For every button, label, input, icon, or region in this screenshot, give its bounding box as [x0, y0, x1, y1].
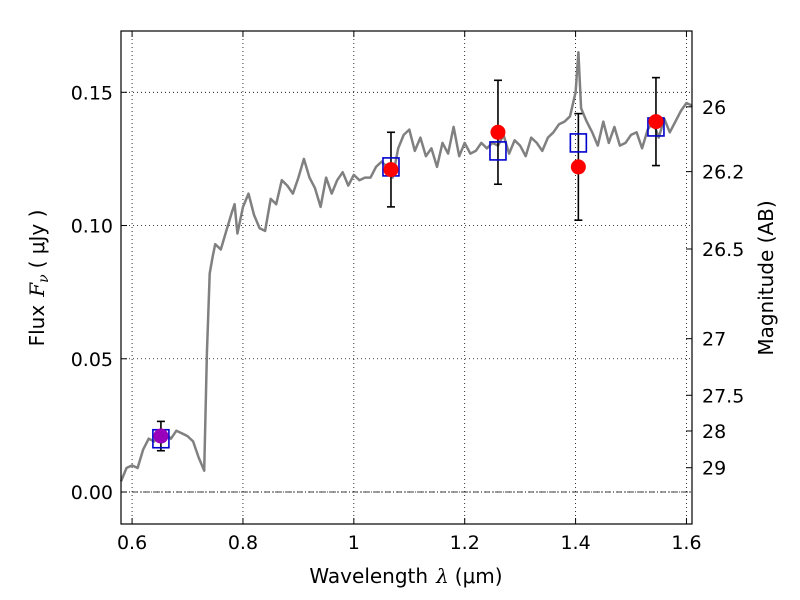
x-tick-label: 0.8 — [228, 532, 258, 554]
y2-axis-title: Magnitude (AB) — [754, 200, 778, 355]
mag-tick-label: 28 — [702, 421, 726, 443]
mag-tick-label: 26.2 — [702, 162, 744, 184]
observed-photometry-points — [153, 114, 664, 444]
y-axis-title: Flux Fν ( μJy ) — [25, 210, 52, 347]
mag-tick-label: 29 — [702, 458, 726, 480]
sed-spectrum-line — [119, 51, 693, 482]
x-axis-title: Wavelength λ (μm) — [309, 564, 502, 588]
plot-frame — [120, 30, 693, 525]
x-axis-label-text: Wavelength — [309, 564, 428, 588]
model-flux-box — [489, 141, 507, 161]
observed-flux-point — [570, 159, 586, 175]
mag-tick-label: 26.5 — [702, 239, 744, 261]
y-axis-label-text: Flux — [25, 305, 49, 347]
y-axis-label-symbol: F — [25, 282, 49, 298]
y-tick-label: 0.15 — [71, 82, 113, 104]
x-axis-label-unit: (μm) — [455, 564, 503, 588]
model-photometry-boxes — [152, 117, 665, 449]
observed-flux-point — [153, 428, 169, 444]
grid-lines — [121, 31, 692, 524]
y-tick-label: 0.05 — [71, 349, 113, 371]
y-axis-label-unit: ( μJy ) — [25, 210, 49, 269]
y-tick-label: 0.00 — [71, 482, 113, 504]
mag-tick-label: 27 — [702, 329, 726, 351]
x-tick-label: 1.6 — [671, 532, 701, 554]
x-tick-label: 1 — [348, 532, 360, 554]
model-flux-box — [569, 133, 588, 153]
y-axis-label-subscript: ν — [36, 274, 52, 283]
observed-flux-point — [648, 114, 664, 130]
y-tick-label: 0.10 — [71, 216, 113, 238]
observed-flux-point — [490, 124, 506, 140]
observed-flux-point — [383, 162, 399, 178]
mag-tick-label: 27.5 — [702, 385, 744, 407]
x-tick-label: 1.2 — [450, 532, 480, 554]
sed-spectrum — [119, 51, 693, 482]
mag-tick-label: 26 — [702, 97, 726, 119]
x-tick-label: 1.4 — [560, 532, 590, 554]
x-tick-label: 0.6 — [117, 532, 147, 554]
x-axis-label-symbol: λ — [435, 564, 449, 588]
axis-ticks: 0.6 0.8 1 1.2 1.4 1.6 0.00 0.05 0.10 0.15 26 26.2 26… — [71, 31, 744, 554]
